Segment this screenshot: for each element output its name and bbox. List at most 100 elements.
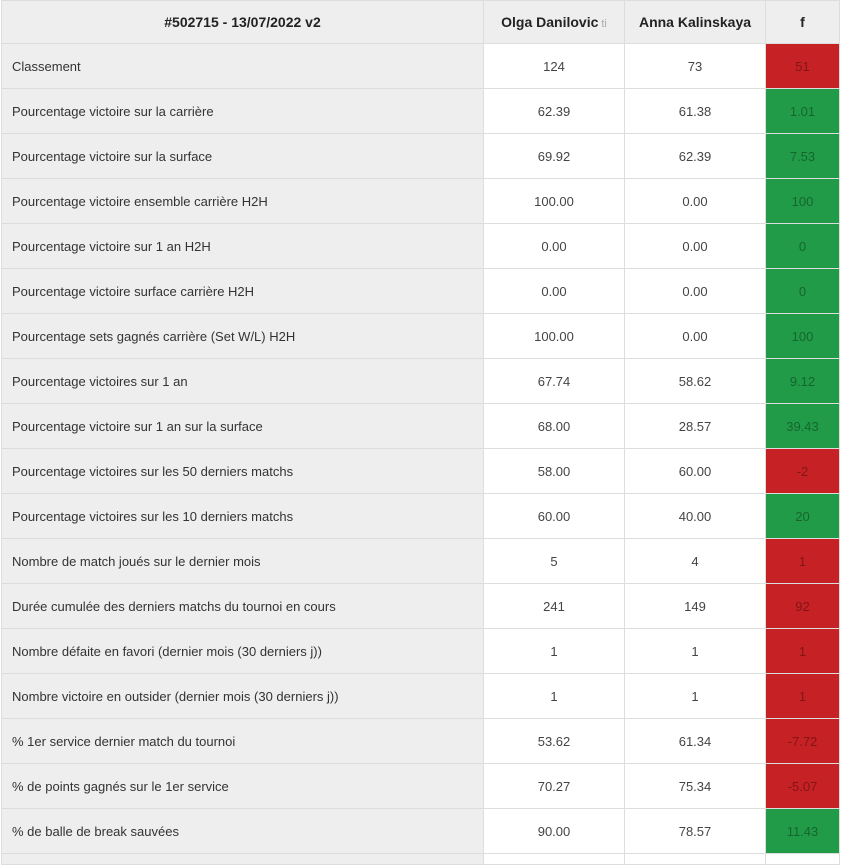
- table-row: Nombre défaite en favori (dernier mois (…: [1, 628, 840, 674]
- player2-value: 28.57: [624, 403, 766, 449]
- player2-value: 1: [624, 628, 766, 674]
- stat-label: Durée cumulée des derniers matchs du tou…: [1, 583, 484, 629]
- player2-value: 61.38: [624, 88, 766, 134]
- player1-value: 0.00: [483, 223, 625, 269]
- player1-value: 53.62: [483, 718, 625, 764]
- stat-label: Pourcentage victoire sur la carrière: [1, 88, 484, 134]
- player1-tag: ti: [601, 18, 607, 30]
- diff-value: 100: [765, 313, 840, 359]
- player2-value: 78.57: [624, 808, 766, 854]
- table-row: Durée cumulée des derniers matchs du tou…: [1, 583, 840, 629]
- diff-value: 9.12: [765, 358, 840, 404]
- player1-value: 69.92: [483, 133, 625, 179]
- empty-cell: [624, 853, 766, 865]
- diff-value: 0: [765, 268, 840, 314]
- diff-value: 0: [765, 223, 840, 269]
- diff-value: -7.72: [765, 718, 840, 764]
- stat-label: Pourcentage victoire ensemble carrière H…: [1, 178, 484, 224]
- table-row: Pourcentage victoires sur les 50 dernier…: [1, 448, 840, 494]
- player2-value: 4: [624, 538, 766, 584]
- table-header-row: #502715 - 13/07/2022 v2 Olga Danilovic ti…: [1, 0, 840, 44]
- table-row: Pourcentage victoire sur la surface 69.92…: [1, 133, 840, 179]
- stat-label: Pourcentage victoire sur la surface: [1, 133, 484, 179]
- stat-label: Nombre victoire en outsider (dernier moi…: [1, 673, 484, 719]
- player1-value: 1: [483, 673, 625, 719]
- match-title-header: #502715 - 13/07/2022 v2: [1, 0, 484, 44]
- diff-column-header: f: [765, 0, 840, 44]
- player1-value: 0.00: [483, 268, 625, 314]
- stat-label: Pourcentage victoire sur 1 an H2H: [1, 223, 484, 269]
- stat-label: Nombre de match joués sur le dernier moi…: [1, 538, 484, 584]
- stat-label: Pourcentage victoires sur les 10 dernier…: [1, 493, 484, 539]
- table-row: Pourcentage victoire sur la carrière 62.3…: [1, 88, 840, 134]
- table-row: Nombre victoire en outsider (dernier moi…: [1, 673, 840, 719]
- player1-value: 62.39: [483, 88, 625, 134]
- stat-label: Nombre défaite en favori (dernier mois (…: [1, 628, 484, 674]
- diff-value: -5.07: [765, 763, 840, 809]
- player1-value: 241: [483, 583, 625, 629]
- table-row: Classement 124 73 51: [1, 43, 840, 89]
- player2-value: 149: [624, 583, 766, 629]
- stats-rows: Classement 124 73 51 Pourcentage victoire su…: [1, 43, 840, 865]
- player1-value: 1: [483, 628, 625, 674]
- stat-label: % de balle de break sauvées: [1, 808, 484, 854]
- table-row: Pourcentage victoire surface carrière H2…: [1, 268, 840, 314]
- player2-value: 0.00: [624, 223, 766, 269]
- diff-value: 1: [765, 538, 840, 584]
- stat-label: % 1er service dernier match du tournoi: [1, 718, 484, 764]
- table-row: Pourcentage victoires sur les 10 dernier…: [1, 493, 840, 539]
- diff-value: 92: [765, 583, 840, 629]
- player2-value: 0.00: [624, 178, 766, 224]
- player2-value: 60.00: [624, 448, 766, 494]
- stat-label: Pourcentage victoires sur 1 an: [1, 358, 484, 404]
- player1-value: 5: [483, 538, 625, 584]
- diff-value: 20: [765, 493, 840, 539]
- player1-value: 100.00: [483, 178, 625, 224]
- table-row: Pourcentage sets gagnés carrière (Set W/…: [1, 313, 840, 359]
- table-row: [1, 853, 840, 865]
- player2-value: 58.62: [624, 358, 766, 404]
- player1-value: 100.00: [483, 313, 625, 359]
- diff-value: 1: [765, 628, 840, 674]
- diff-value: -2: [765, 448, 840, 494]
- stat-label: Pourcentage victoires sur les 50 dernier…: [1, 448, 484, 494]
- table-row: Pourcentage victoires sur 1 an 67.74 58.62…: [1, 358, 840, 404]
- diff-value: 1: [765, 673, 840, 719]
- empty-cell: [765, 853, 840, 865]
- empty-cell: [1, 853, 484, 865]
- stat-label: Pourcentage sets gagnés carrière (Set W/…: [1, 313, 484, 359]
- player1-value: 90.00: [483, 808, 625, 854]
- stat-label: Classement: [1, 43, 484, 89]
- player2-value: 75.34: [624, 763, 766, 809]
- player2-value: 0.00: [624, 313, 766, 359]
- diff-value: 11.43: [765, 808, 840, 854]
- player1-value: 68.00: [483, 403, 625, 449]
- table-row: Pourcentage victoire sur 1 an sur la sur…: [1, 403, 840, 449]
- player2-value: 73: [624, 43, 766, 89]
- diff-value: 7.53: [765, 133, 840, 179]
- stat-label: % de points gagnés sur le 1er service: [1, 763, 484, 809]
- table-row: % 1er service dernier match du tournoi 53…: [1, 718, 840, 764]
- player2-value: 61.34: [624, 718, 766, 764]
- table-row: % de balle de break sauvées 90.00 78.57 11.…: [1, 808, 840, 854]
- diff-value: 39.43: [765, 403, 840, 449]
- stat-label: Pourcentage victoire sur 1 an sur la sur…: [1, 403, 484, 449]
- player2-header[interactable]: Anna Kalinskaya: [624, 0, 766, 44]
- player1-value: 60.00: [483, 493, 625, 539]
- player1-value: 67.74: [483, 358, 625, 404]
- player2-value: 40.00: [624, 493, 766, 539]
- table-row: Pourcentage victoire sur 1 an H2H 0.00 0.0…: [1, 223, 840, 269]
- player2-value: 1: [624, 673, 766, 719]
- empty-cell: [483, 853, 625, 865]
- player1-header[interactable]: Olga Danilovic ti: [483, 0, 625, 44]
- diff-value: 100: [765, 178, 840, 224]
- player2-value: 62.39: [624, 133, 766, 179]
- player2-value: 0.00: [624, 268, 766, 314]
- diff-value: 51: [765, 43, 840, 89]
- table-row: % de points gagnés sur le 1er service 70.…: [1, 763, 840, 809]
- player1-value: 58.00: [483, 448, 625, 494]
- stat-label: Pourcentage victoire surface carrière H2…: [1, 268, 484, 314]
- table-row: Nombre de match joués sur le dernier moi…: [1, 538, 840, 584]
- player1-value: 70.27: [483, 763, 625, 809]
